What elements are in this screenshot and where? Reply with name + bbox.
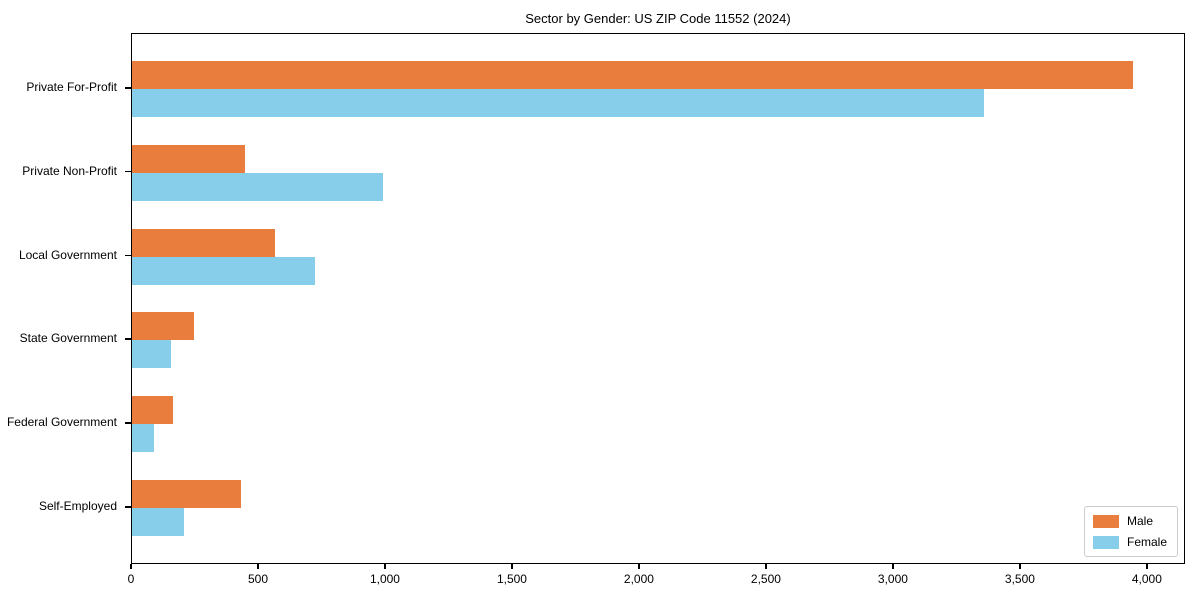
chart-title: Sector by Gender: US ZIP Code 11552 (202… (525, 11, 791, 26)
x-axis-tick (892, 564, 894, 569)
bar-female-3 (132, 256, 315, 285)
y-axis-label: Local Government (18, 247, 117, 262)
legend-label-female: Female (1126, 535, 1167, 549)
y-axis-label: Federal Government (6, 415, 117, 430)
legend-label-male: Male (1126, 514, 1153, 528)
x-axis-tick (130, 564, 132, 569)
plot-area: Male Female (131, 33, 1185, 564)
bar-female-1 (132, 89, 984, 117)
x-axis-tick (384, 564, 386, 569)
y-axis-tick (125, 338, 131, 340)
y-axis-tick (125, 87, 131, 89)
legend-item-male: Male (1092, 514, 1167, 528)
y-axis-tick (125, 422, 131, 424)
y-axis-tick (125, 170, 131, 173)
bar-female-6 (132, 508, 184, 536)
legend-swatch-female (1092, 535, 1119, 549)
bar-female-2 (132, 172, 383, 201)
x-axis-tick-label: 3,000 (877, 572, 908, 586)
x-axis-tick (1019, 564, 1021, 569)
legend: Male Female (1083, 506, 1178, 557)
bar-male-2 (132, 144, 245, 173)
y-axis-tick (125, 506, 131, 508)
x-axis-tick-label: 2,000 (623, 572, 654, 586)
legend-item-female: Female (1092, 535, 1167, 549)
bar-male-1 (132, 61, 1134, 89)
x-axis-tick-label: 4,000 (1131, 572, 1162, 586)
x-axis-tick (638, 564, 640, 569)
x-axis-tick-label: 3,500 (1004, 572, 1035, 586)
y-axis-label: State Government (19, 331, 117, 346)
x-axis-tick (257, 564, 259, 569)
x-axis-tick (1146, 564, 1148, 569)
y-axis-tick (125, 254, 131, 257)
bar-male-3 (132, 228, 276, 257)
x-axis-tick (765, 564, 767, 569)
x-axis-tick-label: 0 (127, 572, 135, 586)
x-axis-tick-label: 1,500 (496, 572, 527, 586)
bar-male-6 (132, 480, 241, 508)
bar-female-5 (132, 424, 154, 453)
y-axis-label: Private For-Profit (26, 80, 117, 94)
bar-male-4 (132, 312, 195, 341)
legend-swatch-male (1092, 514, 1119, 528)
x-axis-tick-label: 500 (247, 572, 268, 586)
x-axis-tick-label: 1,000 (369, 572, 400, 586)
y-axis-label: Private Non-Profit (22, 163, 117, 178)
x-axis-tick (511, 564, 513, 569)
y-axis-label: Self-Employed (38, 499, 117, 513)
bar-male-5 (132, 396, 173, 425)
x-axis-tick-label: 2,500 (750, 572, 781, 586)
bar-female-4 (132, 340, 172, 369)
